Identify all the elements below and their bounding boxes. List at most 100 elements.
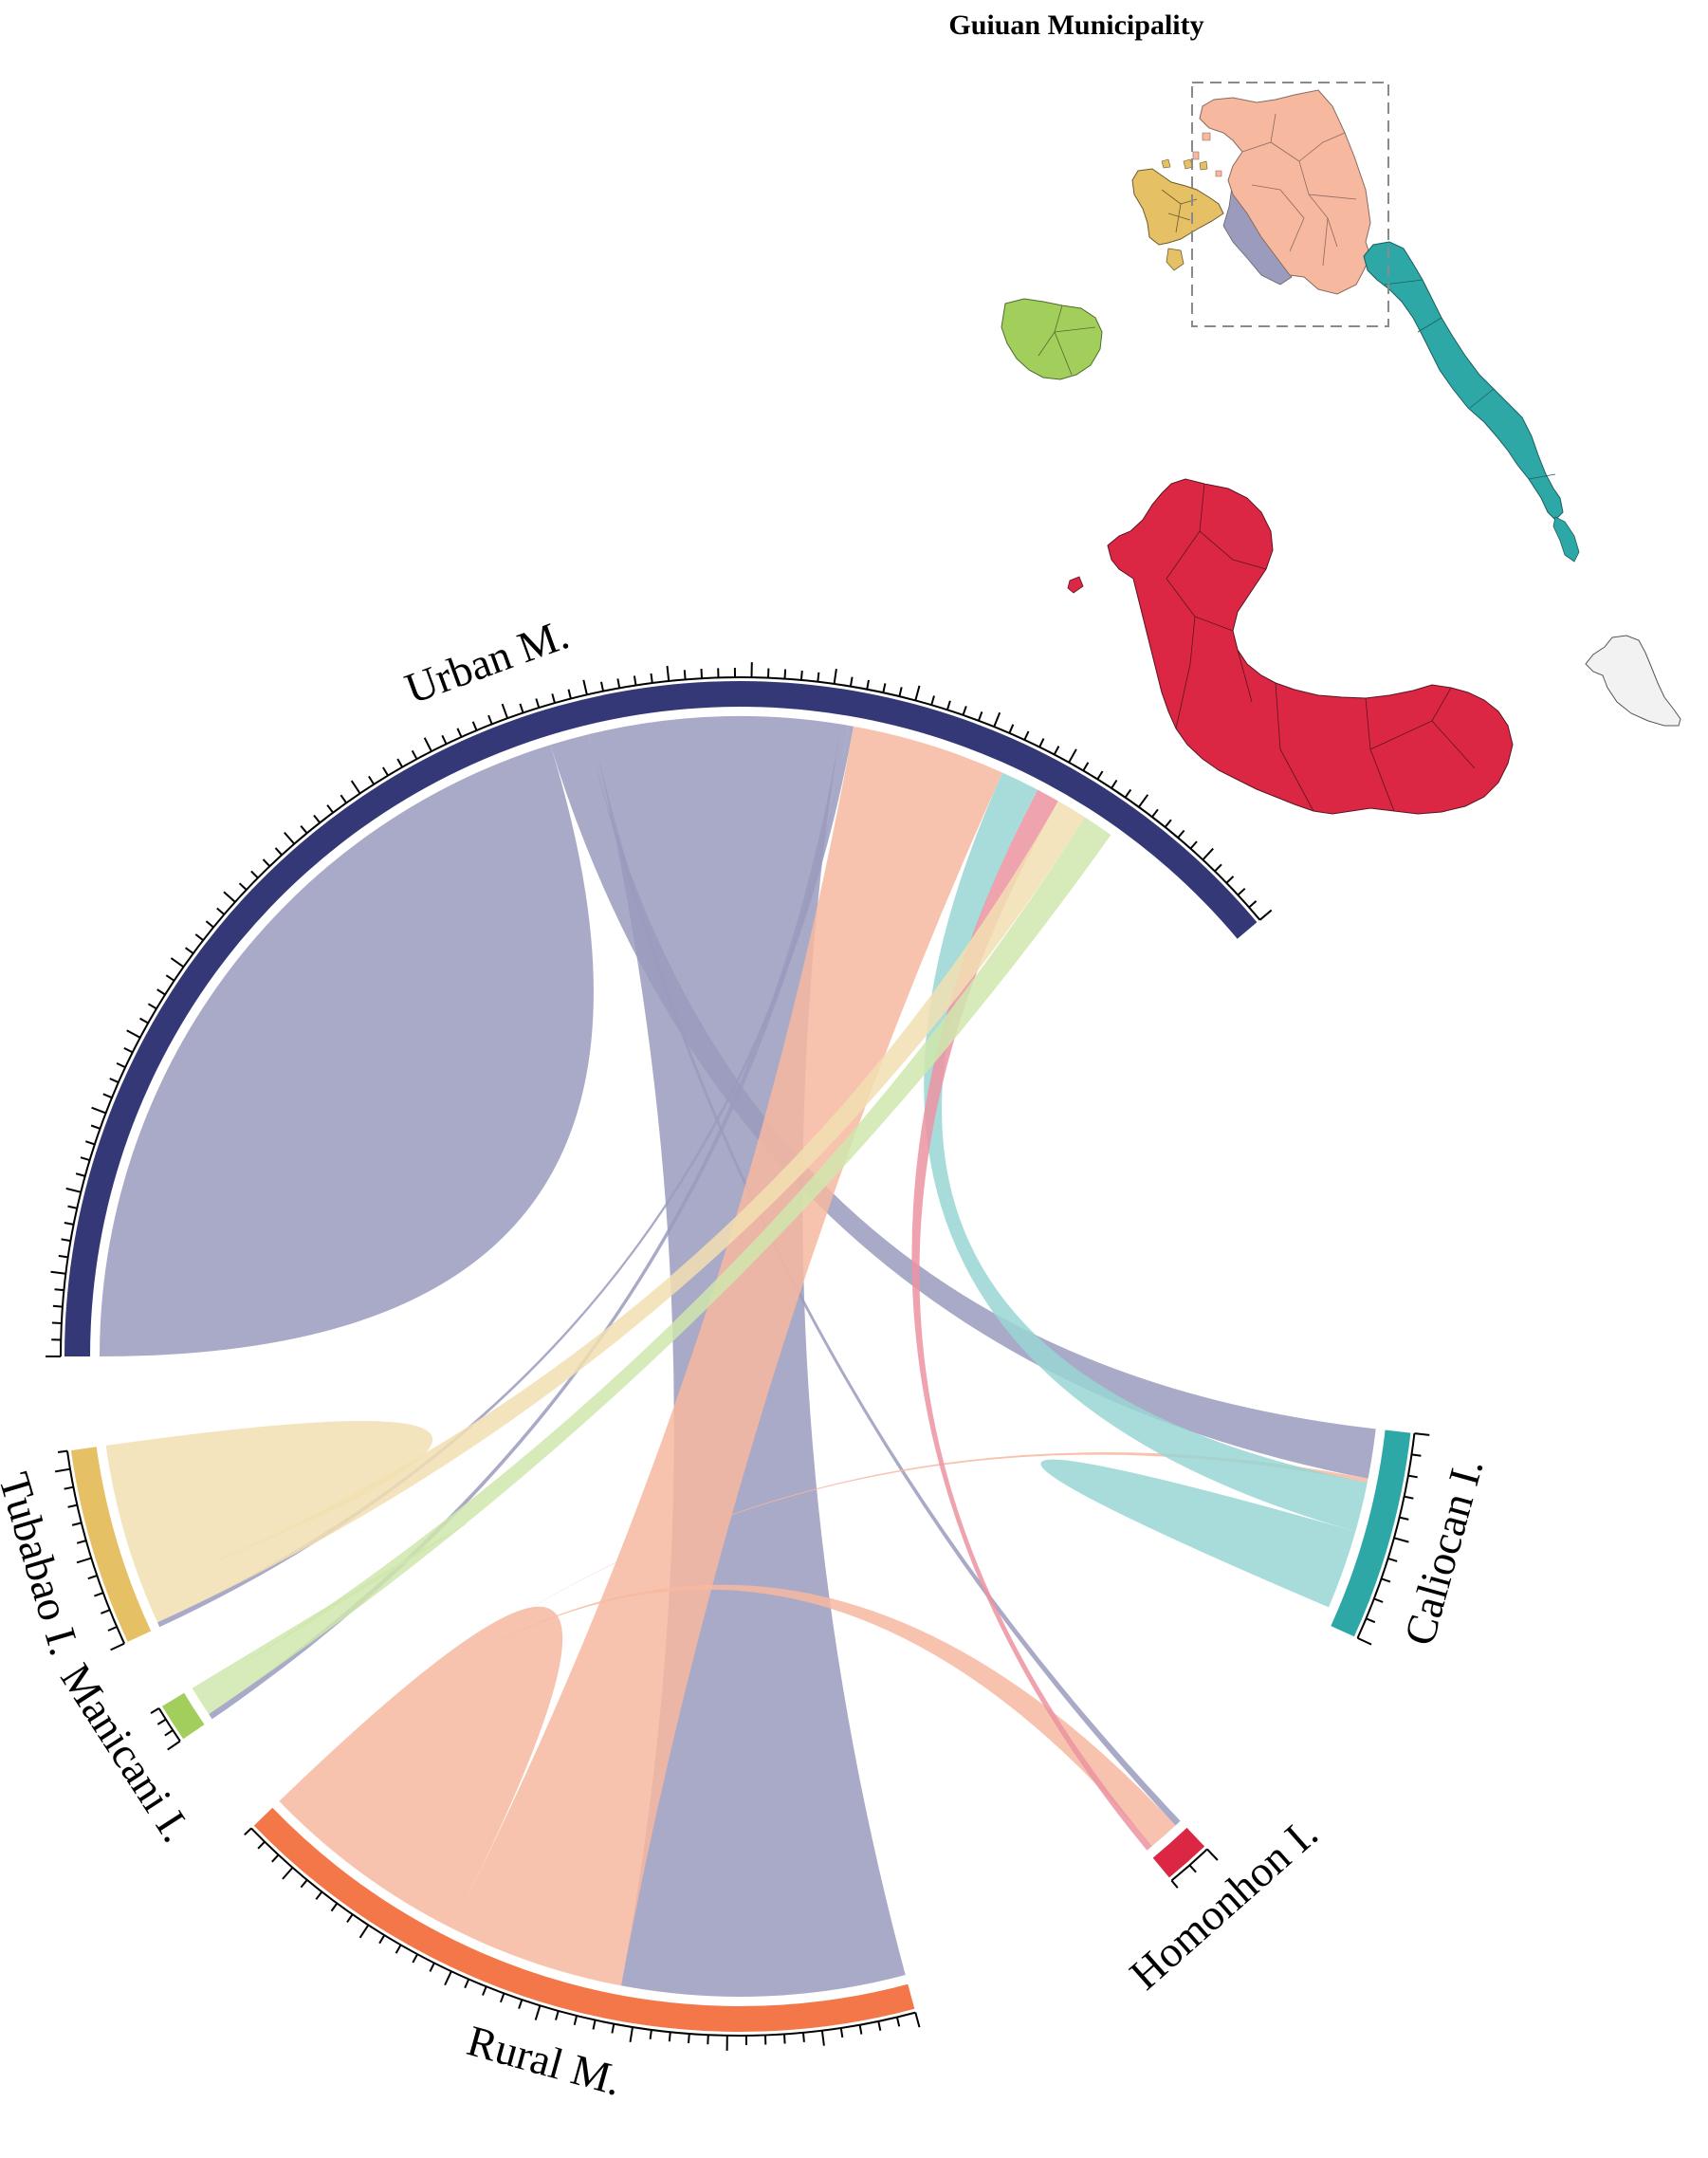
tick-rural (877, 2020, 882, 2031)
tick-rural (802, 2032, 805, 2042)
tick-urban (1111, 779, 1118, 789)
tick-urban (471, 721, 478, 731)
tick-urban (423, 737, 432, 752)
tick-caliocan (1414, 1432, 1430, 1436)
tick-rural (271, 1854, 280, 1863)
tick-tubabao (54, 1467, 71, 1473)
label-caliocan: Caliocan I. (1395, 1453, 1493, 1651)
tick-urban (1053, 746, 1060, 755)
tick-rural (358, 1924, 370, 1939)
tick-urban (185, 947, 194, 954)
tick-urban (411, 749, 418, 760)
label-rural: Rural M. (462, 2016, 627, 2105)
tick-urban (170, 957, 185, 968)
tick-urban (123, 1047, 134, 1054)
tick-urban (1023, 730, 1030, 741)
tick-tubabao (71, 1522, 83, 1526)
tick-urban (54, 1288, 64, 1292)
tick-urban (977, 711, 983, 722)
tick-urban (914, 685, 921, 701)
tick-urban (535, 698, 541, 709)
tick-rural (244, 1827, 252, 1836)
tick-urban (350, 780, 361, 794)
tick-rural (649, 2029, 652, 2039)
tick-manicani (167, 1740, 181, 1751)
tick-urban (1237, 887, 1246, 896)
tick-urban (58, 1254, 68, 1259)
tick-urban (1258, 909, 1273, 921)
tick-urban (441, 734, 448, 745)
tick-urban (501, 703, 509, 719)
chord-ribbons (100, 715, 1376, 1997)
tick-urban (487, 714, 493, 725)
chord-arcs (46, 662, 1430, 2051)
axis-tubabao (66, 1450, 126, 1645)
tick-urban (519, 703, 524, 713)
tick-caliocan (1407, 1474, 1418, 1479)
map-region-unlabeled (1585, 635, 1681, 727)
tick-urban (1082, 762, 1090, 771)
tick-urban (51, 1321, 62, 1324)
tick-caliocan (1404, 1495, 1414, 1500)
tick-urban (783, 669, 787, 679)
tick-urban (216, 907, 226, 915)
tick-rural (783, 2034, 786, 2044)
tick-urban (340, 794, 348, 803)
tick-urban (849, 676, 854, 687)
tick-urban (80, 1156, 90, 1162)
tick-rural (858, 2024, 863, 2035)
tick-urban (1189, 840, 1198, 850)
tick-rural (573, 2015, 579, 2026)
tick-urban (582, 679, 588, 695)
tick-caliocan (1373, 1597, 1384, 1603)
tick-homonhon (1188, 1864, 1197, 1873)
tick-manicani (150, 1707, 160, 1714)
tick-tubabao (110, 1642, 125, 1651)
ribbon-rural-to-homonhon (279, 1584, 1176, 1847)
tick-urban (600, 681, 604, 692)
inset-map: Guiuan Municipality (948, 9, 1681, 815)
tick-caliocan (1393, 1537, 1409, 1543)
tick-urban (898, 687, 903, 697)
tick-tubabao (64, 1485, 74, 1490)
tick-urban (833, 668, 837, 685)
tick-urban (396, 758, 404, 768)
axis-urban (60, 676, 1261, 1357)
tick-urban (1202, 847, 1214, 861)
tick-urban (1138, 794, 1149, 808)
tick-rural (611, 2023, 615, 2034)
ribbon-rural-to-rural (279, 1606, 563, 1928)
tick-rural (429, 1962, 435, 1972)
tick-urban (65, 1187, 82, 1193)
tick-urban (962, 706, 967, 716)
tick-urban (84, 1140, 96, 1146)
tick-urban (61, 1238, 71, 1243)
tick-urban (326, 804, 334, 814)
tick-tubabao (94, 1592, 104, 1597)
label-manicani: Manicani I. (51, 1655, 201, 1851)
tick-urban (147, 1003, 157, 1010)
tick-urban (700, 669, 703, 679)
tick-urban (993, 711, 1001, 728)
tick-urban (91, 1106, 106, 1115)
tick-urban (64, 1222, 74, 1226)
tick-urban (882, 683, 887, 693)
map-region-rural (1192, 89, 1371, 295)
tick-tubabao (87, 1575, 98, 1580)
tick-caliocan (1411, 1453, 1422, 1457)
tick-urban (1151, 808, 1159, 818)
tick-tubabao (76, 1557, 92, 1564)
map-region-tubabao (1131, 158, 1224, 271)
tick-manicani (156, 1718, 167, 1725)
tick-rural (395, 1944, 402, 1954)
tick-rural (330, 1902, 339, 1912)
tick-urban (274, 847, 283, 856)
chord-diagram: Urban M.Caliocan I.Homonhon I.Rural M.Ma… (0, 610, 1493, 2105)
tick-rural (914, 2012, 921, 2028)
tick-caliocan (1387, 1557, 1398, 1562)
tick-rural (464, 1979, 470, 1989)
tick-urban (1096, 770, 1104, 781)
ribbon-manicani-to-manicani (192, 1523, 468, 1694)
tick-urban (102, 1093, 113, 1099)
